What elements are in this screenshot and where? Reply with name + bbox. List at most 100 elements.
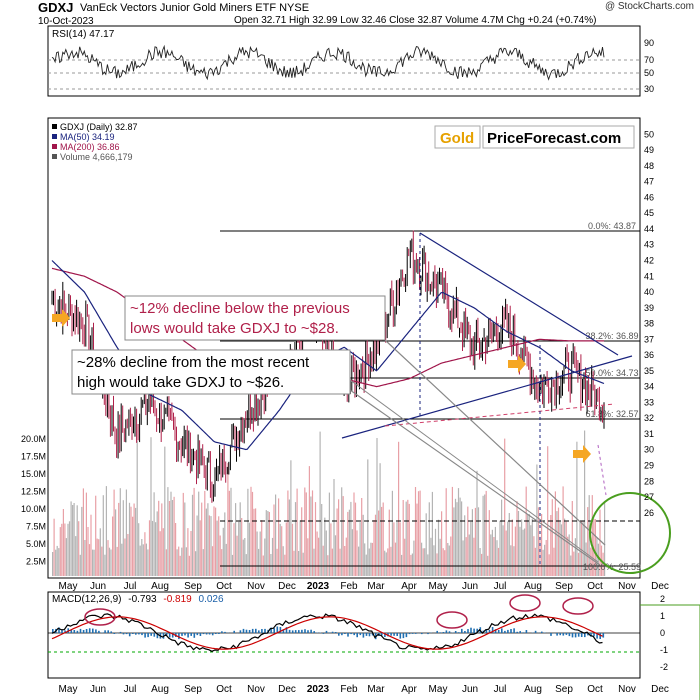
fund-name: VanEck Vectors Junior Gold Miners ETF — [80, 2, 277, 14]
fib-label-100: 100.0%: 25.59 — [583, 562, 641, 572]
volume-bar — [325, 530, 327, 576]
volume-bar — [442, 548, 444, 576]
fib-label-50: 50.0%: 34.73 — [585, 368, 638, 378]
volume-bar — [287, 490, 289, 576]
volume-bar — [450, 536, 452, 576]
x-tick: Dec — [278, 684, 296, 695]
x-tick: Apr — [401, 581, 417, 592]
macd-hist-bar — [513, 628, 515, 633]
volume-bar — [104, 554, 106, 576]
macd-hist-bar — [92, 628, 94, 633]
volume-bar — [112, 516, 114, 576]
volume-bar — [524, 528, 526, 576]
macd-hist-bar — [470, 627, 472, 633]
volume-bar — [353, 492, 355, 576]
volume-bar — [560, 524, 563, 576]
legend-swatch — [52, 144, 57, 149]
macd-hist-bar — [328, 632, 331, 633]
macd-hist-bar — [255, 628, 257, 633]
price-tick: 36 — [644, 350, 654, 360]
volume-bar — [557, 507, 560, 576]
price-tick: 32 — [644, 413, 654, 423]
watermark-site-box — [482, 125, 635, 149]
volume-bar — [354, 502, 357, 576]
volume-bar — [499, 520, 501, 576]
volume-bar — [261, 520, 263, 576]
volume-bar — [52, 552, 54, 576]
volume-bar — [604, 501, 606, 576]
volume-bar — [574, 538, 576, 576]
volume-bar — [550, 515, 552, 576]
x-tick: Sep — [184, 684, 202, 695]
volume-bar — [470, 521, 472, 576]
volume-bar — [471, 509, 473, 576]
volume-bar — [284, 554, 286, 576]
volume-bar — [537, 507, 540, 576]
volume-bar — [347, 511, 349, 576]
macd-hist-bar — [168, 633, 171, 638]
macd-hist-bar — [128, 633, 131, 637]
macd-hist-bar — [356, 633, 358, 638]
rsi-axis: 90 70 50 30 — [644, 38, 654, 94]
macd-hist-bar — [178, 633, 180, 640]
volume-bar — [201, 502, 203, 576]
x-tick: Apr — [401, 684, 417, 695]
macd-tick: 2 — [660, 594, 665, 604]
macd-ellipse-4 — [562, 597, 594, 615]
volume-bar — [368, 548, 370, 576]
macd-value-1: -0.793 — [128, 594, 157, 605]
macd-hist-bar — [593, 633, 595, 637]
volume-bar — [213, 506, 215, 576]
x-tick: Dec — [651, 581, 669, 592]
volume-tick: 7.5M — [26, 522, 46, 532]
macd-hist-bar — [285, 627, 288, 633]
price-tick: 45 — [644, 208, 654, 218]
volume-bar — [541, 514, 543, 576]
volume-bar — [519, 526, 521, 576]
x-tick: Sep — [555, 581, 573, 592]
volume-bar — [211, 546, 214, 576]
volume-bar — [530, 525, 532, 576]
volume-bar — [336, 508, 338, 576]
volume-bar — [55, 549, 57, 576]
volume-bar — [185, 547, 187, 576]
macd-ellipse-1 — [84, 608, 116, 626]
volume-bar — [517, 511, 520, 576]
volume-bar — [370, 542, 372, 576]
macd-hist-bar — [147, 633, 149, 638]
annotation-2-line-1: ~28% decline from the most recent — [77, 354, 310, 371]
macd-hist-bar — [307, 630, 309, 633]
volume-bar — [322, 545, 324, 576]
volume-bar — [430, 537, 432, 576]
x-tick: Mar — [367, 684, 385, 695]
volume-bar — [473, 537, 475, 576]
macd-hist-bar — [251, 628, 254, 633]
volume-bar — [387, 548, 389, 576]
volume-bar — [135, 507, 137, 576]
source-credit: @ StockCharts.com — [604, 1, 694, 12]
volume-bar — [247, 488, 249, 576]
macd-hist-bar — [338, 633, 340, 636]
volume-bar — [484, 494, 486, 576]
volume-bar — [310, 496, 312, 576]
price-tick: 46 — [644, 192, 654, 202]
macd-hist-bar — [304, 629, 306, 633]
volume-bar — [133, 503, 135, 576]
legend-swatch — [52, 124, 57, 129]
volume-bar — [393, 522, 395, 576]
macd-hist-bar — [334, 632, 337, 633]
volume-bar — [162, 528, 164, 576]
volume-bar — [151, 520, 154, 576]
annotation-2-line-2: high would take GDXJ to ~$26. — [77, 374, 284, 391]
volume-bar — [150, 437, 152, 576]
volume-bar — [304, 487, 306, 576]
volume-bar — [339, 548, 341, 576]
macd-hist-bar — [282, 629, 285, 633]
macd-tick: -1 — [660, 645, 668, 655]
volume-bar — [553, 547, 555, 576]
volume-bar — [422, 548, 424, 576]
macd-hist-bar — [193, 633, 196, 638]
volume-bar — [158, 500, 160, 576]
volume-bar — [441, 511, 443, 576]
